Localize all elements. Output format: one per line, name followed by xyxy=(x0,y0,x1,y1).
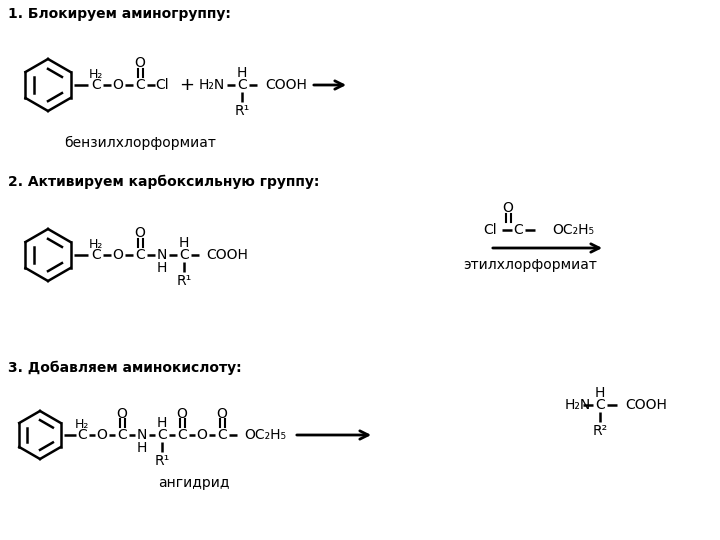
Text: O: O xyxy=(503,201,513,215)
Text: COOH: COOH xyxy=(265,78,307,92)
Text: C: C xyxy=(91,248,101,262)
Text: C: C xyxy=(217,428,227,442)
Text: H: H xyxy=(237,66,247,80)
Text: R¹: R¹ xyxy=(154,454,170,468)
Text: O: O xyxy=(176,407,187,421)
Text: C: C xyxy=(237,78,247,92)
Text: бензилхлорформиат: бензилхлорформиат xyxy=(64,136,216,150)
Text: C: C xyxy=(595,398,605,412)
Text: C: C xyxy=(157,428,167,442)
Text: H: H xyxy=(137,441,147,455)
Text: O: O xyxy=(112,248,123,262)
Text: H₂: H₂ xyxy=(89,69,103,82)
Text: C: C xyxy=(117,428,127,442)
Text: 2. Активируем карбоксильную группу:: 2. Активируем карбоксильную группу: xyxy=(8,175,320,189)
Text: H: H xyxy=(157,416,167,430)
Text: Cl: Cl xyxy=(483,223,497,237)
Text: OC₂H₅: OC₂H₅ xyxy=(244,428,286,442)
Text: H: H xyxy=(179,236,189,250)
Text: O: O xyxy=(217,407,228,421)
Text: +: + xyxy=(179,76,194,94)
Text: COOH: COOH xyxy=(206,248,248,262)
Text: OC₂H₅: OC₂H₅ xyxy=(552,223,594,237)
Text: R¹: R¹ xyxy=(176,274,192,288)
Text: 3. Добавляем аминокислоту:: 3. Добавляем аминокислоту: xyxy=(8,361,242,375)
Text: C: C xyxy=(177,428,187,442)
Text: COOH: COOH xyxy=(625,398,667,412)
Text: O: O xyxy=(112,78,123,92)
Text: H: H xyxy=(157,261,167,275)
Text: этилхлорформиат: этилхлорформиат xyxy=(463,258,597,272)
Text: N: N xyxy=(157,248,167,262)
Text: C: C xyxy=(179,248,189,262)
Text: O: O xyxy=(135,226,145,240)
Text: C: C xyxy=(77,428,87,442)
Text: O: O xyxy=(135,56,145,70)
Text: 1. Блокируем аминогруппу:: 1. Блокируем аминогруппу: xyxy=(8,7,231,21)
Text: H₂: H₂ xyxy=(75,418,89,431)
Text: H: H xyxy=(595,386,606,400)
Text: C: C xyxy=(91,78,101,92)
Text: ангидрид: ангидрид xyxy=(158,476,230,490)
Text: O: O xyxy=(197,428,207,442)
Text: O: O xyxy=(117,407,127,421)
Text: R¹: R¹ xyxy=(235,104,250,118)
Text: C: C xyxy=(135,78,145,92)
Text: H₂N: H₂N xyxy=(565,398,591,412)
Text: C: C xyxy=(513,223,523,237)
Text: H₂: H₂ xyxy=(89,239,103,252)
Text: Cl: Cl xyxy=(156,78,168,92)
Text: C: C xyxy=(135,248,145,262)
Text: R²: R² xyxy=(593,424,608,438)
Text: H₂N: H₂N xyxy=(199,78,225,92)
Text: N: N xyxy=(137,428,147,442)
Text: O: O xyxy=(96,428,107,442)
